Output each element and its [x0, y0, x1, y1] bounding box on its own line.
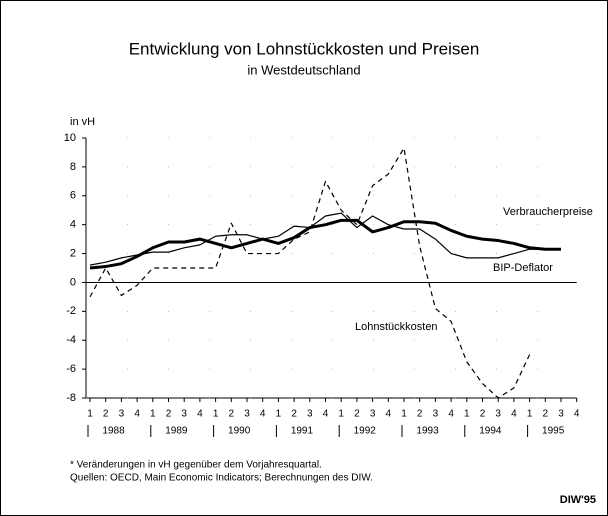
- year-label: 1993: [416, 426, 439, 437]
- x-tick-label: 4: [511, 409, 517, 420]
- credit: DIW'95: [560, 494, 596, 506]
- x-tick-label: 3: [433, 409, 439, 420]
- x-tick-label: 2: [417, 409, 423, 420]
- y-tick-label: 8: [70, 161, 76, 173]
- x-tick-label: 4: [386, 409, 392, 420]
- y-tick-label: -8: [66, 392, 76, 404]
- x-tick-label: 1: [464, 409, 470, 420]
- x-tick-label: 1: [150, 409, 156, 420]
- year-label: 1992: [354, 426, 377, 437]
- x-tick-label: 2: [103, 409, 109, 420]
- x-tick-label: 1: [401, 409, 407, 420]
- x-tick-label: 1: [87, 409, 93, 420]
- footnote: * Veränderungen in vH gegenüber dem Vorj…: [70, 460, 322, 471]
- x-tick-label: 2: [543, 409, 549, 420]
- y-axis-label: in vH: [70, 116, 95, 128]
- x-tick-label: 3: [244, 409, 250, 420]
- year-label: 1988: [102, 426, 125, 437]
- x-tick-label: 4: [197, 409, 203, 420]
- series-line: [89, 212, 561, 266]
- x-tick-label: 2: [354, 409, 360, 420]
- y-tick-label: 4: [70, 219, 76, 231]
- series-label: Lohnstückkosten: [355, 321, 438, 333]
- x-tick-label: 3: [119, 409, 125, 420]
- year-label: 1994: [479, 426, 502, 437]
- x-tick-label: 4: [134, 409, 140, 420]
- x-tick-label: 1: [527, 409, 533, 420]
- x-tick-label: 2: [291, 409, 297, 420]
- x-tick-label: 1: [276, 409, 282, 420]
- x-tick-label: 3: [558, 409, 564, 420]
- x-tick-label: 1: [213, 409, 219, 420]
- year-label: 1989: [165, 426, 188, 437]
- y-tick-label: -6: [66, 363, 76, 375]
- x-tick-label: 1: [338, 409, 344, 420]
- x-tick-label: 4: [448, 409, 454, 420]
- x-tick-label: 3: [307, 409, 313, 420]
- year-label: 1990: [228, 426, 251, 437]
- y-tick-label: 6: [70, 190, 76, 202]
- x-tick-label: 2: [166, 409, 172, 420]
- y-tick-label: 10: [64, 132, 76, 144]
- series-label: Verbraucherpreise: [503, 206, 593, 218]
- y-tick-label: -2: [66, 305, 76, 317]
- series-line: [89, 218, 561, 270]
- y-tick-label: -4: [66, 334, 76, 346]
- x-tick-label: 4: [323, 409, 329, 420]
- x-tick-label: 4: [260, 409, 266, 420]
- source: Quellen: OECD, Main Economic Indicators;…: [70, 473, 373, 484]
- series-label: BIP-Deflator: [493, 262, 553, 274]
- x-tick-label: 2: [480, 409, 486, 420]
- year-label: 1995: [542, 426, 565, 437]
- y-tick-label: 0: [70, 276, 76, 288]
- year-label: 1991: [291, 426, 314, 437]
- chart-subtitle: in Westdeutschland: [247, 62, 360, 77]
- x-tick-label: 4: [574, 409, 580, 420]
- series-line: [89, 147, 531, 399]
- x-tick-label: 2: [229, 409, 235, 420]
- x-tick-label: 3: [370, 409, 376, 420]
- y-tick-label: 2: [70, 247, 76, 259]
- x-tick-label: 3: [495, 409, 501, 420]
- x-tick-label: 3: [181, 409, 187, 420]
- chart-title: Entwicklung von Lohnstückkosten und Prei…: [129, 39, 480, 58]
